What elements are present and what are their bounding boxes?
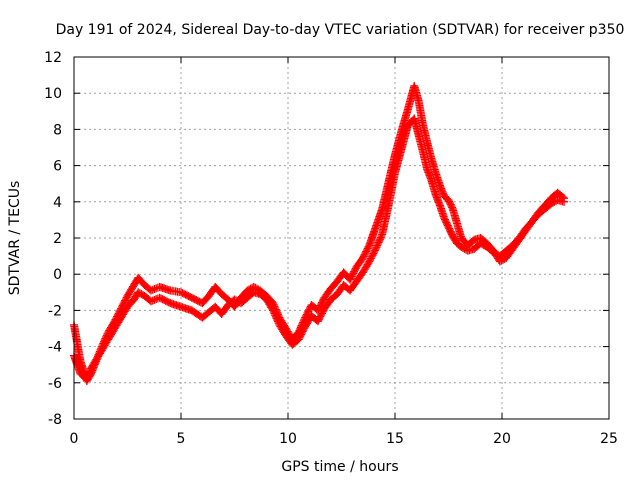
y-tick-label: 2 (53, 231, 62, 247)
data-point-fill (150, 285, 159, 294)
x-tick-label: 15 (386, 431, 404, 447)
y-tick-label: 8 (53, 122, 62, 138)
x-tick-label: 25 (600, 431, 618, 447)
y-tick-label: 4 (53, 195, 62, 211)
y-tick-labels: -8 -6 -4 -2 0 2 4 6 8 10 12 (44, 50, 62, 428)
y-tick-label: -4 (48, 340, 62, 356)
x-tick-labels: 0 5 10 15 20 25 (70, 431, 618, 447)
x-tick-label: 10 (279, 431, 297, 447)
x-tick-label: 5 (177, 431, 186, 447)
y-tick-label: -8 (48, 412, 62, 428)
data-markers (70, 81, 569, 385)
y-tick-label: -6 (48, 376, 62, 392)
data-point-fill (558, 193, 567, 202)
y-tick-label: -2 (48, 303, 62, 319)
y-tick-label: 0 (53, 267, 62, 283)
chart-title: Day 191 of 2024, Sidereal Day-to-day VTE… (56, 22, 625, 38)
y-axis-label: SDTVAR / TECUs (7, 181, 23, 296)
y-tick-label: 12 (44, 50, 62, 66)
data-point (560, 194, 569, 203)
data-point-fill (148, 285, 157, 294)
x-tick-label: 0 (70, 431, 79, 447)
data-point (147, 297, 156, 306)
data-point-fill (150, 295, 159, 304)
x-tick-label: 20 (493, 431, 511, 447)
data-point-fill (148, 296, 157, 305)
y-tick-label: 10 (44, 86, 62, 102)
x-axis-label: GPS time / hours (281, 459, 398, 475)
data-point (147, 286, 156, 295)
plot-frame (73, 56, 610, 420)
y-tick-label: 6 (53, 159, 62, 175)
